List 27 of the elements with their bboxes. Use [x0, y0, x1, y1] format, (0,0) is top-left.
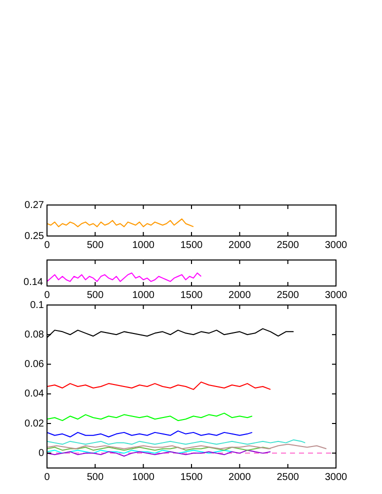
x-tick-label: 2000	[228, 240, 252, 251]
x-tick-label: 1000	[132, 472, 155, 483]
y-tick-label: 0	[38, 448, 44, 459]
x-tick-label: 2500	[276, 472, 300, 483]
y-tick-label: 0.02	[24, 418, 44, 430]
x-tick-label: 2500	[276, 240, 300, 251]
x-tick-label: 1000	[132, 290, 155, 301]
x-tick-label: 1500	[180, 290, 204, 301]
x-tick-label: 1500	[180, 240, 204, 251]
x-tick-label: 1500	[180, 472, 204, 483]
text: 0.14	[24, 276, 44, 288]
x-tick-label: 500	[86, 240, 104, 251]
x-tick-label: 2000	[228, 472, 252, 483]
y-tick-label: 0.06	[24, 359, 44, 370]
x-tick-label: 2000	[228, 290, 252, 301]
y-tick-label: 0.25	[24, 230, 44, 242]
y-tick-label: 0.04	[24, 388, 44, 400]
y-tick-label: 0.08	[24, 329, 44, 340]
x-tick-label: 1000	[132, 240, 155, 251]
x-tick-label: 2500	[276, 290, 300, 301]
x-tick-label: 3000	[324, 290, 348, 301]
y-tick-label: 0.1	[30, 300, 44, 311]
x-tick-label: 500	[86, 472, 104, 483]
y-tick-label: 0.27	[24, 200, 44, 211]
x-tick-label: 3000	[324, 472, 348, 483]
x-tick-label: 500	[86, 290, 104, 301]
x-tick-label: 3000	[324, 240, 348, 251]
